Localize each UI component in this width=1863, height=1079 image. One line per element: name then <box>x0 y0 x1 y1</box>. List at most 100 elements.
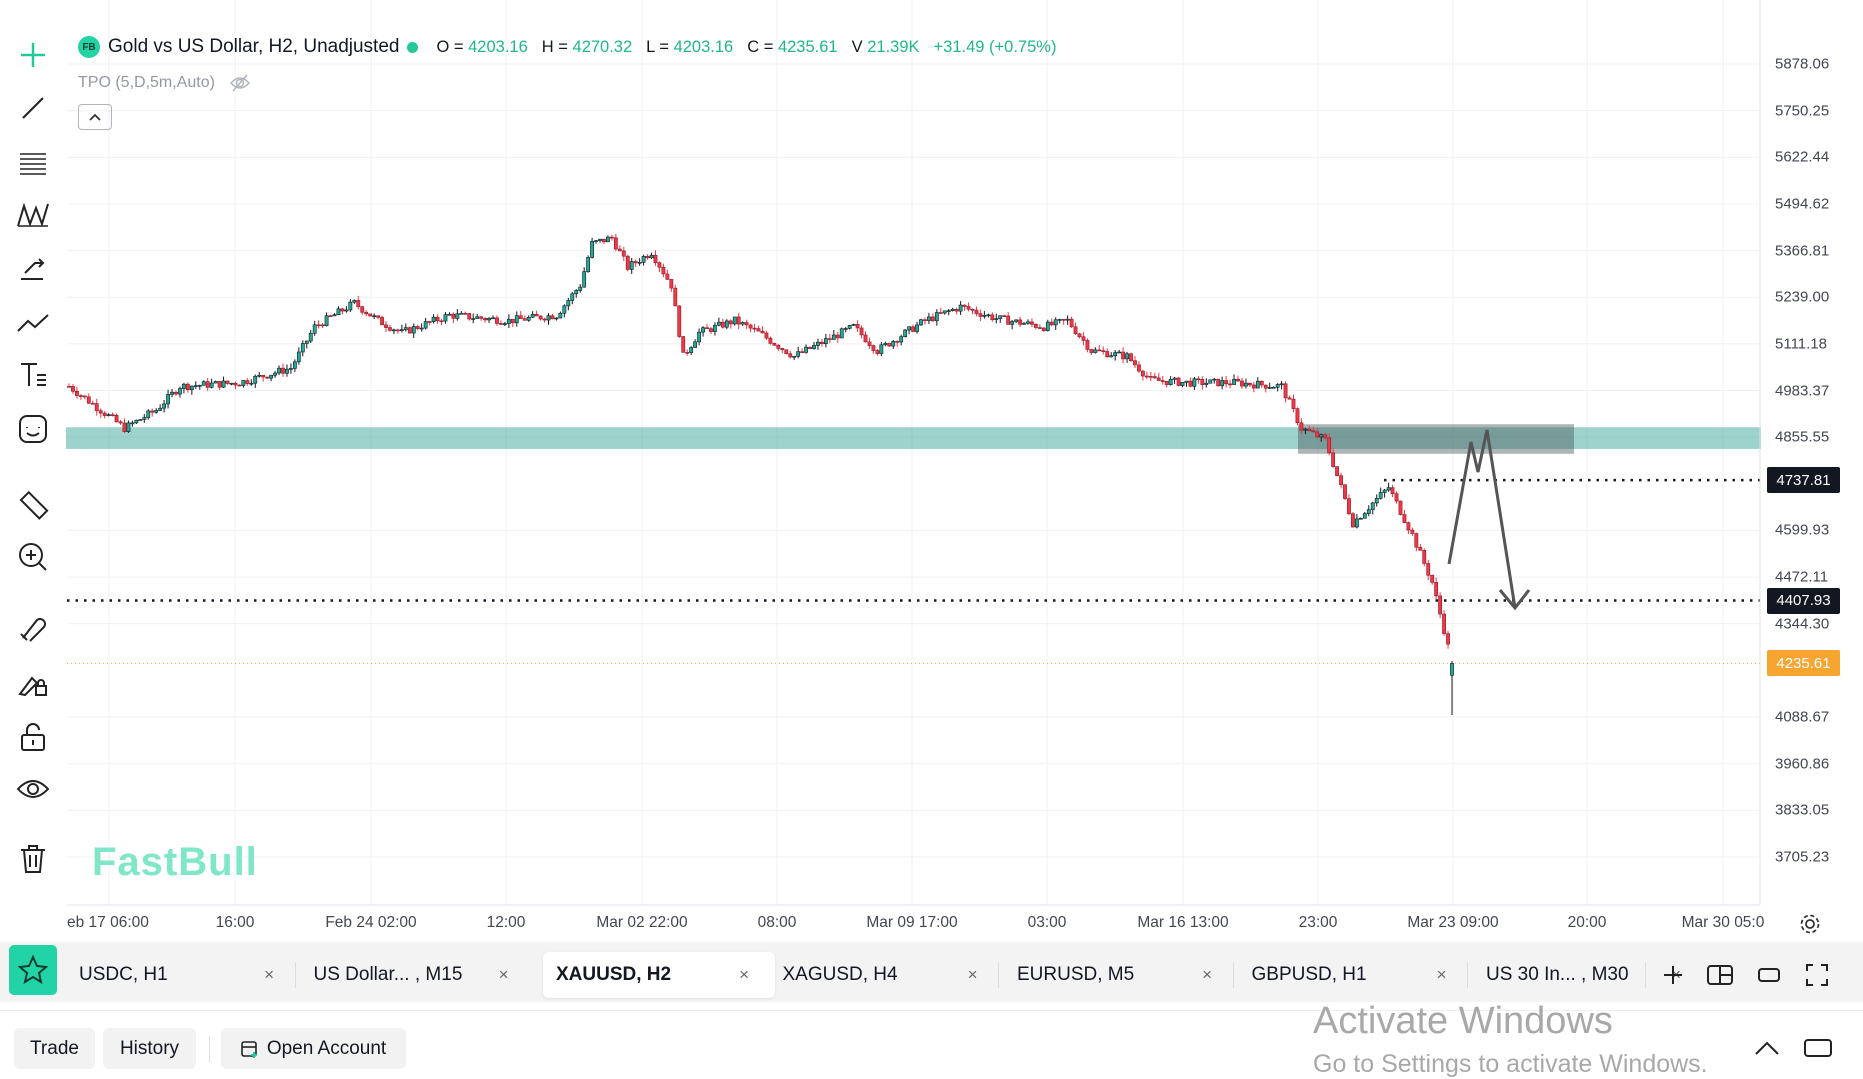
candle-body <box>1184 380 1189 383</box>
symbol-tab[interactable]: XAUUSD, H2 × <box>543 952 775 998</box>
close-tab-icon[interactable]: × <box>967 965 978 984</box>
trend-arrow[interactable] <box>1447 429 1531 611</box>
candle-body <box>1251 384 1256 389</box>
candle-body <box>847 325 852 329</box>
time-label: Mar 16 13:00 <box>1137 914 1229 931</box>
pattern-icon[interactable] <box>13 195 53 235</box>
candle-body <box>1133 360 1137 366</box>
horizontal-lines-icon[interactable] <box>13 142 53 182</box>
candle-body <box>1382 489 1387 493</box>
candle-body <box>1196 378 1201 381</box>
history-button[interactable]: History <box>103 1028 196 1069</box>
eye-hidden-icon[interactable] <box>229 74 251 92</box>
symbol-tab[interactable]: EURUSD, M5 × <box>1004 952 1238 998</box>
candle-body <box>78 395 83 397</box>
high-label: H = <box>541 37 568 56</box>
candle-body <box>1366 509 1371 514</box>
candle-body <box>685 352 690 354</box>
candle-body <box>403 327 408 330</box>
candle-body <box>94 403 99 411</box>
candle-body <box>768 337 773 344</box>
candle-body <box>534 313 539 317</box>
candle-body <box>613 237 618 250</box>
chart-settings-icon[interactable] <box>1799 913 1821 940</box>
close-tab-icon[interactable]: × <box>264 965 274 984</box>
candle-body <box>705 327 709 329</box>
text-tool-icon[interactable] <box>13 355 53 395</box>
candle-body <box>1331 452 1336 467</box>
indicator-label[interactable]: TPO (5,D,5m,Auto) <box>78 74 215 91</box>
resistance-box[interactable] <box>1298 424 1574 454</box>
candle-body <box>174 391 178 395</box>
fullscreen-icon[interactable] <box>1800 958 1834 992</box>
lock-drawings-icon[interactable] <box>13 662 53 702</box>
drawings[interactable] <box>66 424 1761 664</box>
tab-label: USDC, H1 <box>79 964 168 985</box>
tab-divider <box>294 962 296 988</box>
candle-body <box>550 315 555 320</box>
panel-window-icon[interactable] <box>1801 1031 1835 1065</box>
candle-body <box>919 319 923 326</box>
add-tab-icon[interactable] <box>1656 958 1690 992</box>
trash-icon[interactable] <box>13 839 53 879</box>
candle-body <box>348 301 353 311</box>
candle-body <box>1129 353 1133 361</box>
candle-body <box>1006 315 1011 325</box>
layout-icon[interactable] <box>1703 958 1737 992</box>
candle-body <box>1037 327 1042 329</box>
candle-body <box>578 286 583 291</box>
price-label: 4983.37 <box>1775 382 1830 400</box>
symbol-tab[interactable]: US Dollar... , M15 × <box>301 952 535 998</box>
tab-label: US Dollar... , M15 <box>313 964 463 985</box>
symbol-title[interactable]: Gold vs US Dollar, H2, Unadjusted <box>108 36 400 57</box>
candle-body <box>503 323 507 325</box>
magnet-icon[interactable] <box>13 608 53 648</box>
ruler-icon[interactable] <box>13 485 53 525</box>
open-account-button[interactable]: Open Account <box>221 1028 406 1069</box>
candle-body <box>665 273 670 280</box>
forecast-line-icon[interactable] <box>13 302 53 342</box>
symbol-tab[interactable]: USDC, H1 × <box>66 952 300 998</box>
close-tab-icon[interactable]: × <box>1202 965 1212 984</box>
price-label: 5366.81 <box>1775 242 1830 260</box>
expand-panel-icon[interactable] <box>1750 1031 1784 1065</box>
candle-body <box>835 334 840 339</box>
candle-body <box>241 380 246 386</box>
candle-body <box>1259 380 1264 386</box>
candle-body <box>376 315 380 318</box>
price-label: 5750.25 <box>1775 102 1830 120</box>
symbol-tab[interactable]: GBPUSD, H1 × <box>1239 952 1473 998</box>
crosshair-icon[interactable] <box>13 35 53 75</box>
candle-body <box>1370 502 1375 510</box>
market-open-indicator <box>407 41 419 53</box>
zoom-in-icon[interactable] <box>13 537 53 577</box>
projection-icon[interactable] <box>13 248 53 288</box>
candle-body <box>1077 333 1082 338</box>
symbol-tab[interactable]: XAGUSD, H4 × <box>770 952 1004 998</box>
emoji-icon[interactable] <box>13 409 53 449</box>
candle-body <box>475 316 480 319</box>
candle-body <box>574 290 579 295</box>
candle-body <box>122 422 127 432</box>
candle-body <box>138 419 143 421</box>
eye-icon[interactable] <box>13 769 53 809</box>
collapse-legend-button[interactable] <box>78 104 112 130</box>
candle-body <box>1438 595 1443 615</box>
unlock-icon[interactable] <box>13 717 53 757</box>
candle-body <box>1327 437 1332 454</box>
favorites-button[interactable] <box>9 945 57 995</box>
close-tab-icon[interactable]: × <box>498 965 509 984</box>
candle-body <box>1303 428 1308 431</box>
time-label: 03:00 <box>1027 914 1067 931</box>
price-chart[interactable] <box>0 0 1863 942</box>
trend-line-icon[interactable] <box>13 88 53 128</box>
grid <box>67 0 1760 905</box>
close-tab-icon[interactable]: × <box>1436 965 1447 984</box>
candle-body <box>958 304 963 312</box>
close-tab-icon[interactable]: × <box>739 965 749 984</box>
trade-button[interactable]: Trade <box>14 1028 95 1069</box>
candle-body <box>724 320 729 328</box>
candle-body <box>506 318 511 324</box>
candle-body <box>930 316 935 322</box>
window-icon[interactable] <box>1752 958 1786 992</box>
